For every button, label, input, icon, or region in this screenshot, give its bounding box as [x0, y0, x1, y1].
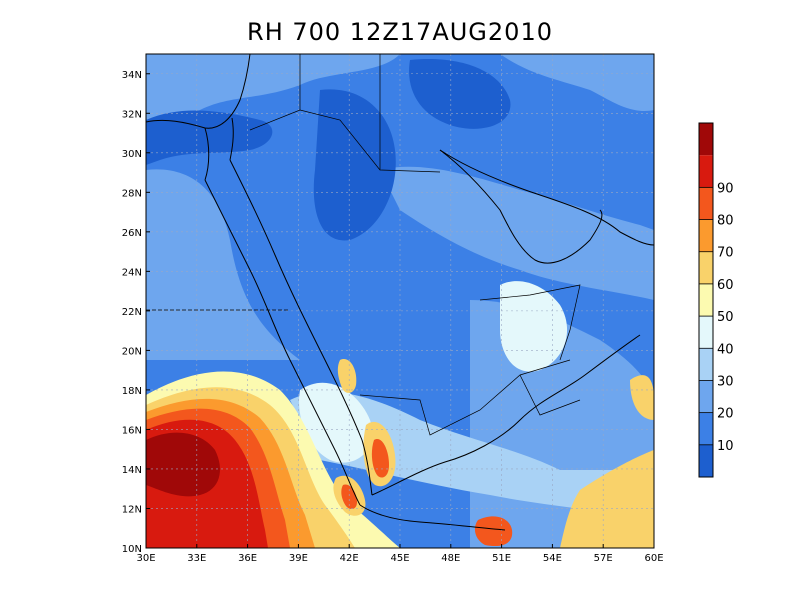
lon-tick-label: 30E — [136, 553, 155, 564]
sinai-coast — [204, 117, 234, 181]
saudi-east-border — [479, 284, 581, 361]
colorbar-swatch — [699, 412, 713, 445]
rh-patch-gulf — [380, 166, 654, 300]
colorbar-swatch — [699, 444, 713, 477]
lon-tick-label: 45E — [390, 553, 409, 564]
colorbar-swatch — [699, 251, 713, 284]
lon-tick-label: 48E — [441, 553, 460, 564]
red-sea-west-coast — [204, 179, 361, 506]
lon-tick-label: 42E — [340, 553, 359, 564]
latitude-labels: 10N 12N 14N 16N 18N 20N 22N 24N 26N 28N 30N 32N 34N — [122, 70, 150, 555]
rh-patch-northeast — [500, 54, 654, 111]
oman-border — [519, 374, 581, 416]
colorbar-label: 80 — [717, 214, 734, 229]
lat-tick-label: 24N — [122, 267, 142, 278]
lon-tick-label: 36E — [238, 553, 257, 564]
colorbar-swatch — [699, 316, 713, 349]
lat-tick-label: 20N — [122, 346, 142, 357]
persian-gulf-coast — [439, 149, 603, 264]
lat-tick-label: 32N — [122, 109, 142, 120]
colorbar-swatch — [699, 123, 713, 156]
lat-tick-label: 10N — [122, 544, 142, 555]
colorbar-swatch — [699, 380, 713, 413]
rh-arabian-sea — [560, 450, 654, 548]
borders — [146, 54, 581, 436]
colorbar-label: 60 — [717, 278, 734, 293]
iraq-border — [299, 54, 381, 170]
colorbar-label: 40 — [717, 342, 734, 357]
rh-oman-edge — [630, 375, 654, 420]
rh-patch-interior — [313, 89, 396, 241]
rh-yemen-core — [371, 439, 389, 478]
lat-tick-label: 12N — [122, 504, 142, 515]
map-title: RH 700 12Z17AUG2010 — [247, 18, 553, 46]
colorbar-swatch — [699, 219, 713, 252]
lon-tick-label: 33E — [187, 553, 206, 564]
rh-patch-west — [146, 169, 300, 360]
colorbar-label: 20 — [717, 407, 734, 422]
saudi-north-border — [249, 109, 441, 173]
rh-patch-levant — [146, 110, 273, 165]
rh-band-redsea — [299, 382, 373, 463]
saudi-yemen-border — [359, 359, 571, 436]
lon-tick-label: 51E — [492, 553, 511, 564]
rh-asir-blob — [337, 359, 357, 393]
iran-coast — [439, 149, 654, 246]
lat-tick-label: 22N — [122, 307, 142, 318]
lon-tick-label: 54E — [543, 553, 562, 564]
lon-tick-label: 39E — [289, 553, 308, 564]
lat-tick-label: 34N — [122, 70, 142, 81]
colorbar: 10 20 30 40 50 60 70 80 90 — [698, 122, 734, 478]
rh-band-south — [290, 391, 654, 520]
colorbar-swatch — [699, 348, 713, 381]
colorbar-label: 50 — [717, 310, 734, 325]
rh-band-east — [500, 281, 568, 372]
lat-tick-label: 18N — [122, 386, 142, 397]
colorbar-swatch — [699, 187, 713, 220]
horn-coast — [359, 504, 506, 531]
lat-lon-gridlines — [146, 54, 654, 548]
colorbar-swatch — [699, 283, 713, 317]
colorbar-label: 90 — [717, 181, 734, 196]
colorbar-swatch — [699, 155, 713, 188]
red-sea-east-coast — [229, 159, 373, 496]
longitude-labels: 30E 33E 36E 39E 42E 45E 48E 51E 54E 57E 60E — [136, 544, 664, 564]
lat-tick-label: 26N — [122, 228, 142, 239]
colorbar-frame — [698, 122, 714, 478]
rh-warm-peak — [146, 432, 220, 497]
rh-patch-north-iran — [409, 59, 511, 129]
colorbar-label: 10 — [717, 439, 734, 454]
lat-tick-label: 16N — [122, 425, 142, 436]
lat-tick-label: 30N — [122, 149, 142, 160]
rh-aden-blob — [474, 516, 513, 547]
coastlines — [146, 54, 654, 531]
lon-tick-label: 60E — [644, 553, 663, 564]
rh-patch-north — [146, 54, 400, 128]
lat-tick-label: 14N — [122, 465, 142, 476]
arabia-south-coast — [371, 334, 641, 496]
mediterranean-coast — [146, 54, 251, 129]
lon-tick-label: 57E — [594, 553, 613, 564]
colorbar-label: 30 — [717, 374, 734, 389]
lat-tick-label: 28N — [122, 188, 142, 199]
colorbar-label: 70 — [717, 246, 734, 261]
